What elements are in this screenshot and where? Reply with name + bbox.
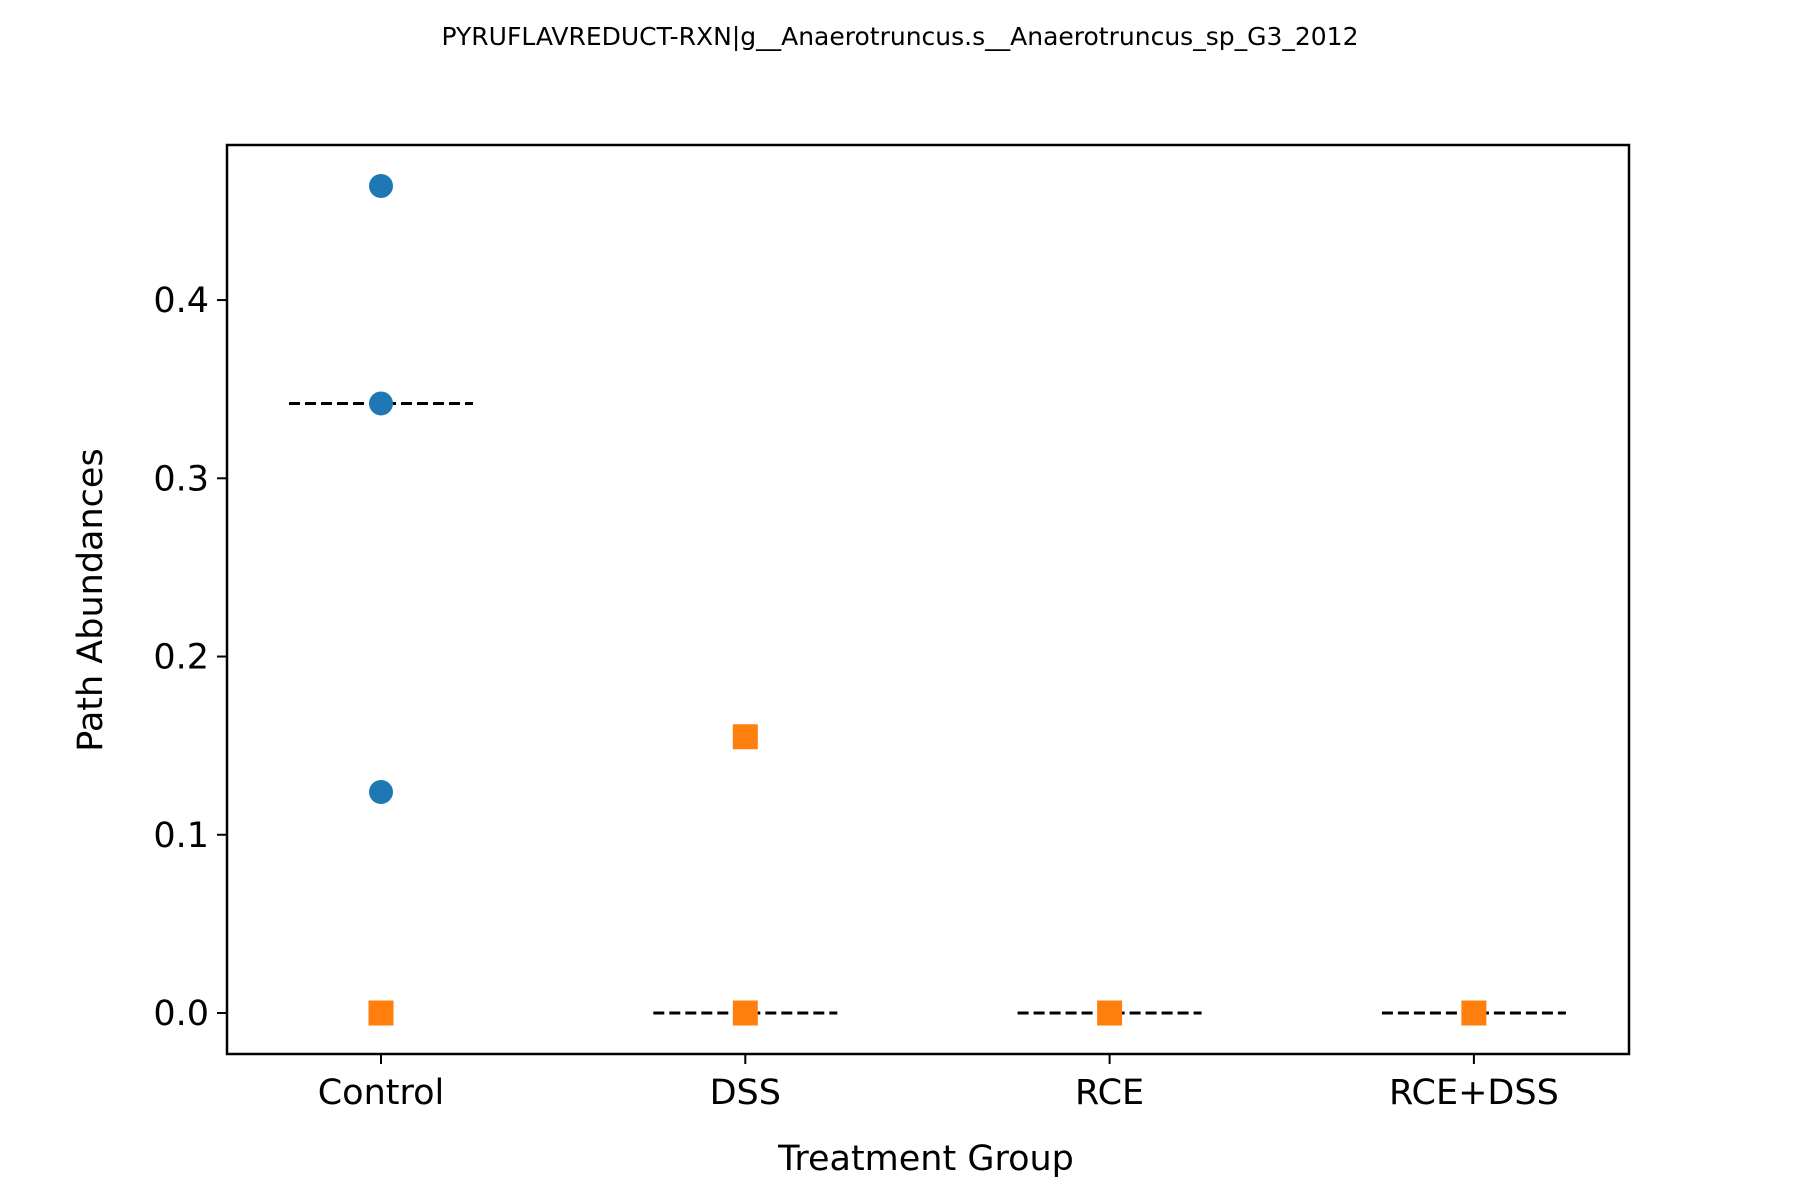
x-axis-label: Treatment Group xyxy=(777,1139,1074,1179)
y-tick-label-3: 0.3 xyxy=(153,459,209,499)
x-tick-label-0: Control xyxy=(318,1073,445,1113)
point-circle-0-0 xyxy=(369,173,393,198)
x-tick-label-1: DSS xyxy=(710,1073,781,1113)
x-tick-label-3: RCE+DSS xyxy=(1389,1073,1559,1113)
point-square-1-2 xyxy=(732,1000,758,1026)
chart-title: PYRUFLAVREDUCT-RXN|g__Anaerotruncus.s__A… xyxy=(442,22,1359,51)
axes-layer: 0.0 0.1 0.2 0.3 0.4 Control DSS RCE RCE+DSS xyxy=(153,143,1631,1113)
point-circle-0-2 xyxy=(369,779,393,804)
point-square-1-1 xyxy=(732,724,758,750)
x-tick-label-2: RCE xyxy=(1075,1073,1144,1113)
y-tick-label-2: 0.2 xyxy=(153,638,209,678)
point-circle-0-1 xyxy=(369,391,393,416)
marks-layer xyxy=(289,173,1566,1026)
y-axis-label: Path Abundances xyxy=(71,448,111,751)
plot-frame xyxy=(225,143,1631,1056)
point-square-1-0 xyxy=(368,1000,394,1026)
y-tick-label-0: 0.0 xyxy=(153,994,209,1034)
point-square-1-3 xyxy=(1097,1000,1123,1026)
point-square-1-4 xyxy=(1461,1000,1487,1026)
y-tick-label-1: 0.1 xyxy=(153,816,209,856)
y-tick-label-4: 0.4 xyxy=(153,281,209,321)
